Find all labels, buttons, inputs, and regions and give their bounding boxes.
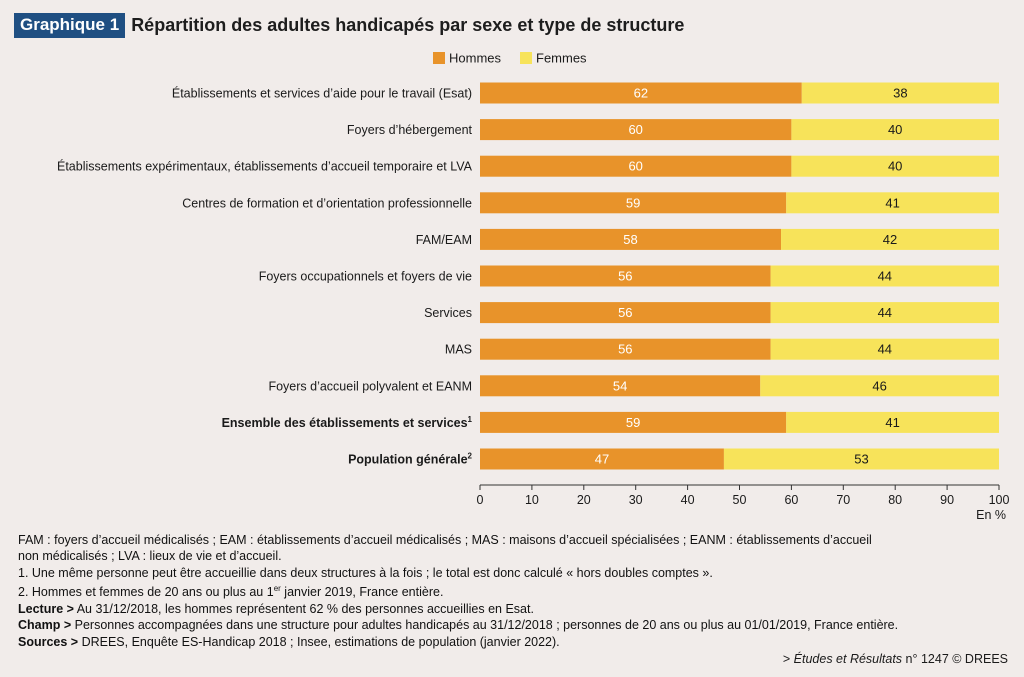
bar-femmes-4	[781, 228, 999, 250]
bar-femmes-6	[770, 302, 999, 324]
category-label-2: Établissements expérimentaux, établissem…	[57, 159, 473, 174]
data-label-hommes-3: 59	[626, 195, 640, 210]
data-label-femmes-4: 42	[883, 232, 897, 247]
data-label-hommes-0: 62	[634, 86, 648, 101]
x-tick-label-10: 100	[989, 493, 1010, 507]
data-label-hommes-8: 54	[613, 378, 627, 393]
data-label-hommes-7: 56	[618, 342, 632, 357]
category-label-0: Établissements et services d’aide pour l…	[172, 86, 472, 101]
figure-header: Graphique 1 Répartition des adultes hand…	[14, 12, 684, 38]
x-tick-label-5: 50	[733, 493, 747, 507]
abbreviations-line-1: FAM : foyers d’accueil médicalisés ; EAM…	[18, 533, 872, 547]
x-tick-label-3: 30	[629, 493, 643, 507]
category-label-10: Population générale2	[348, 452, 472, 467]
category-label-1: Foyers d’hébergement	[347, 123, 473, 137]
bar-hommes-5	[480, 265, 771, 287]
data-label-hommes-5: 56	[618, 269, 632, 284]
x-tick-label-0: 0	[477, 493, 484, 507]
category-label-6: Services	[424, 306, 472, 320]
note-2: 2. Hommes et femmes de 20 ans ou plus au…	[18, 584, 444, 600]
data-label-femmes-7: 44	[878, 342, 892, 357]
legend-label-1: Femmes	[536, 51, 587, 66]
bar-femmes-5	[770, 265, 999, 287]
data-label-femmes-8: 46	[872, 378, 886, 393]
bar-femmes-9	[786, 411, 999, 433]
x-tick-label-8: 80	[888, 493, 902, 507]
category-label-7: MAS	[445, 343, 472, 357]
sources-note: Sources > DREES, Enquête ES-Handicap 201…	[18, 634, 560, 649]
publication-credit: > Études et Résultats n° 1247 © DREES	[782, 652, 1008, 666]
legend-label-0: Hommes	[449, 51, 502, 66]
figure-badge: Graphique 1	[14, 12, 126, 38]
bar-femmes-8	[760, 375, 999, 397]
x-tick-label-2: 20	[577, 493, 591, 507]
bar-hommes-1	[480, 119, 792, 141]
abbreviations-line-2: non médicalisés ; LVA : lieux de vie et …	[18, 549, 282, 564]
category-label-3: Centres de formation et d’orientation pr…	[182, 196, 472, 210]
x-tick-label-1: 10	[525, 493, 539, 507]
legend-swatch-1	[520, 52, 532, 64]
data-label-hommes-6: 56	[618, 305, 632, 320]
data-label-femmes-2: 40	[888, 159, 902, 174]
category-label-8: Foyers d’accueil polyvalent et EANM	[268, 379, 472, 393]
legend-swatch-0	[433, 52, 445, 64]
bar-hommes-2	[480, 155, 792, 177]
category-label-5: Foyers occupationnels et foyers de vie	[259, 270, 472, 284]
bar-femmes-10	[723, 448, 999, 470]
lecture-note: Lecture > Au 31/12/2018, les hommes repr…	[18, 601, 534, 616]
data-label-femmes-5: 44	[878, 269, 892, 284]
note-1: 1. Une même personne peut être accueilli…	[18, 565, 713, 580]
champ-note: Champ > Personnes accompagnées dans une …	[18, 618, 899, 633]
data-label-femmes-6: 44	[878, 305, 892, 320]
bar-femmes-0	[801, 82, 999, 104]
bar-hommes-8	[480, 375, 761, 397]
category-label-9: Ensemble des établissements et services1	[222, 415, 473, 430]
bar-hommes-10	[480, 448, 724, 470]
data-label-femmes-9: 41	[885, 415, 899, 430]
chart-title: Répartition des adultes handicapés par s…	[131, 14, 685, 35]
data-label-hommes-2: 60	[628, 159, 642, 174]
x-axis-unit-label: En %	[976, 508, 1006, 522]
data-label-hommes-1: 60	[628, 122, 642, 137]
x-tick-label-6: 60	[784, 493, 798, 507]
bar-hommes-6	[480, 302, 771, 324]
data-label-femmes-1: 40	[888, 122, 902, 137]
data-label-hommes-9: 59	[626, 415, 640, 430]
bar-hommes-9	[480, 411, 787, 433]
bar-femmes-7	[770, 338, 999, 360]
x-tick-label-4: 40	[681, 493, 695, 507]
bar-hommes-3	[480, 192, 787, 214]
bar-femmes-2	[791, 155, 999, 177]
bar-hommes-0	[480, 82, 802, 104]
data-label-hommes-10: 47	[595, 452, 609, 467]
category-label-4: FAM/EAM	[416, 233, 472, 247]
bar-hommes-4	[480, 228, 782, 250]
data-label-hommes-4: 58	[623, 232, 637, 247]
x-tick-label-7: 70	[836, 493, 850, 507]
stacked-bar-chart: Hommes Femmes 62 38 Établissements et servic…	[57, 51, 1010, 523]
bar-hommes-7	[480, 338, 771, 360]
data-label-femmes-0: 38	[893, 86, 907, 101]
chart-notes: FAM : foyers d’accueil médicalisés ; EAM…	[18, 532, 1008, 650]
bar-femmes-1	[791, 119, 999, 141]
data-label-femmes-10: 53	[854, 452, 868, 467]
x-tick-label-9: 90	[940, 493, 954, 507]
bar-femmes-3	[786, 192, 999, 214]
data-label-femmes-3: 41	[885, 195, 899, 210]
